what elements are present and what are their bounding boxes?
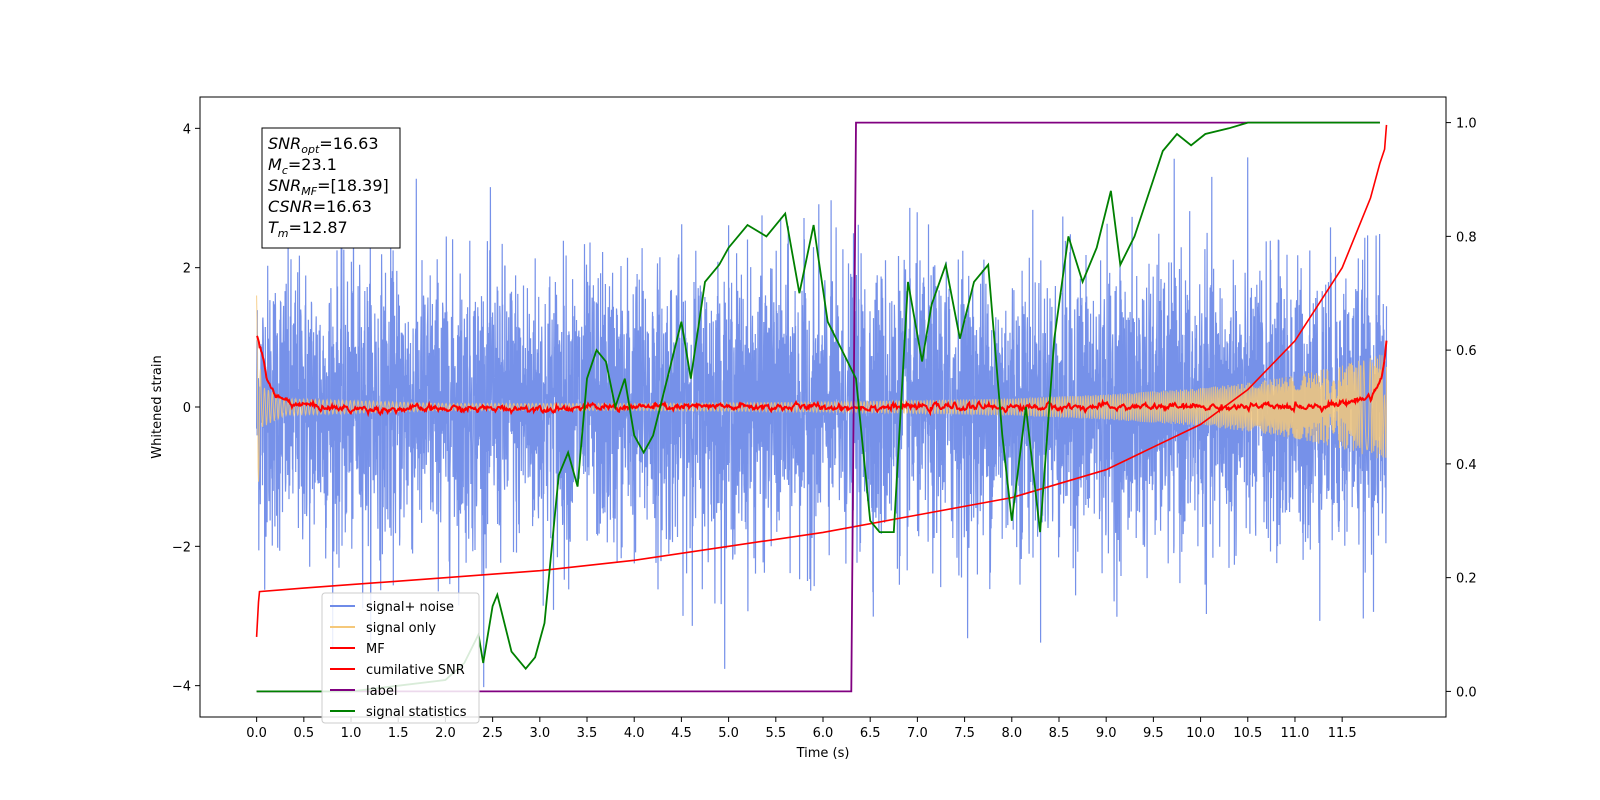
- y-axis-left: −4 −2 0 2 4: [172, 122, 200, 695]
- x-tick-label: 6.0: [813, 726, 834, 741]
- y-tick-label: −2: [172, 540, 191, 555]
- y2-tick-label: 0.4: [1456, 458, 1477, 473]
- legend-label: MF: [366, 642, 385, 657]
- y2-tick-label: 0.6: [1456, 344, 1477, 359]
- x-tick-label: 2.0: [435, 726, 456, 741]
- y-tick-label: 0: [183, 401, 191, 416]
- x-tick-label: 5.5: [765, 726, 786, 741]
- plot-area: [255, 121, 1388, 693]
- y2-tick-label: 0.2: [1456, 572, 1477, 587]
- x-tick-label: 7.0: [907, 726, 928, 741]
- series-line-4: [256, 121, 1380, 693]
- annotation-line: CSNR=16.63: [268, 197, 372, 216]
- y2-tick-label: 0.8: [1456, 230, 1477, 245]
- x-tick-label: 3.0: [529, 726, 550, 741]
- x-tick-label: 1.5: [388, 726, 409, 741]
- annotation-line: Mc=23.1: [268, 155, 337, 177]
- annotation-line: Tm=12.87: [268, 218, 348, 240]
- x-tick-label: 11.0: [1280, 726, 1309, 741]
- series-line-3: [255, 124, 1388, 637]
- legend-label: cumilative SNR: [366, 663, 465, 678]
- y-tick-label: 2: [183, 262, 191, 277]
- x-tick-label: 1.0: [341, 726, 362, 741]
- annotation-line: SNRMF=[18.39]: [268, 176, 389, 198]
- y2-tick-label: 1.0: [1456, 117, 1477, 132]
- x-tick-label: 0.0: [246, 726, 267, 741]
- x-tick-label: 11.5: [1328, 726, 1357, 741]
- x-axis-label: Time (s): [796, 746, 850, 761]
- y-axis-label: Whitened strain: [150, 355, 165, 458]
- x-tick-label: 9.5: [1143, 726, 1164, 741]
- x-tick-label: 10.0: [1186, 726, 1215, 741]
- x-tick-label: 7.5: [954, 726, 975, 741]
- legend-label: label: [366, 684, 397, 699]
- series-line-2: [255, 335, 1388, 418]
- legend-label: signal+ noise: [366, 600, 454, 615]
- x-tick-label: 9.0: [1096, 726, 1117, 741]
- legend: signal+ noise signal only MF cumilative SNR…: [321, 592, 480, 724]
- x-tick-label: 8.0: [1001, 726, 1022, 741]
- x-tick-label: 3.5: [577, 726, 598, 741]
- x-tick-label: 6.5: [860, 726, 881, 741]
- x-tick-label: 0.5: [293, 726, 314, 741]
- annotation-line: SNRopt=16.63: [268, 134, 379, 156]
- y2-tick-label: 0.0: [1456, 685, 1477, 700]
- legend-frame: [321, 592, 480, 724]
- x-tick-label: 4.0: [624, 726, 645, 741]
- y-axis-right: 0.0 0.2 0.4 0.6 0.8 1.0: [1446, 117, 1477, 700]
- series-line-5: [256, 121, 1380, 693]
- x-tick-label: 5.0: [718, 726, 739, 741]
- x-tick-label: 8.5: [1049, 726, 1070, 741]
- x-tick-label: 4.5: [671, 726, 692, 741]
- annotation-box: SNRopt=16.63Mc=23.1SNRMF=[18.39]CSNR=16.…: [261, 127, 401, 249]
- legend-label: signal only: [366, 621, 436, 636]
- annotation-box-frame: [261, 127, 401, 249]
- legend-label: signal statistics: [366, 705, 467, 720]
- y-tick-label: 4: [183, 122, 191, 137]
- x-tick-label: 2.5: [482, 726, 503, 741]
- y-tick-label: −4: [172, 680, 191, 695]
- x-axis: 0.0 0.5 1.0 1.5 2.0 2.5 3.0 3.5 4.0 4.5 5.0 5.5 6.0 6…: [246, 717, 1357, 741]
- x-tick-label: 10.5: [1233, 726, 1262, 741]
